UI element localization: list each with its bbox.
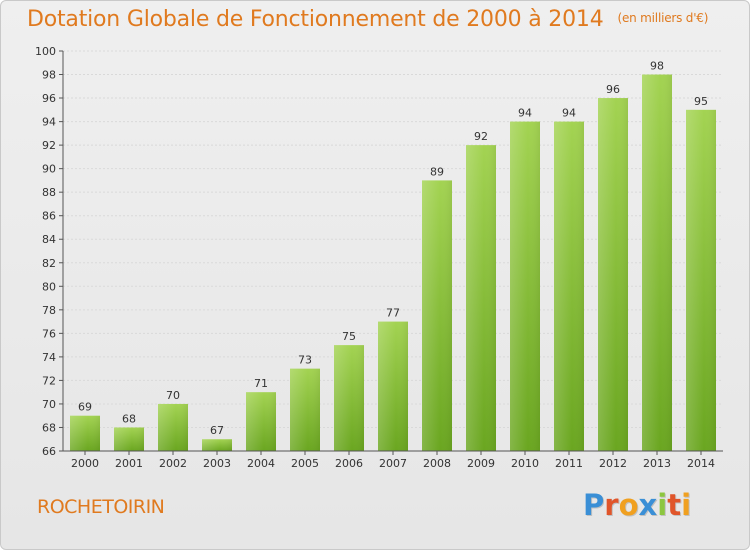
x-tick-label: 2014: [687, 457, 715, 470]
logo-letter: P: [583, 488, 605, 522]
bar-shade: [114, 427, 144, 451]
logo-letter: i: [657, 488, 668, 522]
data-label: 71: [254, 377, 268, 390]
x-tick-label: 2013: [643, 457, 671, 470]
data-label: 94: [562, 107, 576, 120]
x-tick-label: 2006: [335, 457, 363, 470]
y-tick-label: 92: [42, 139, 56, 152]
bar-shade: [334, 345, 364, 451]
data-label: 68: [122, 412, 136, 425]
data-label: 69: [78, 401, 92, 414]
data-label: 94: [518, 107, 532, 120]
logo-letter: i: [681, 488, 692, 522]
data-label: 95: [694, 95, 708, 108]
data-label: 67: [210, 424, 224, 437]
x-tick-label: 2010: [511, 457, 539, 470]
y-tick-label: 70: [42, 398, 56, 411]
x-tick-label: 2000: [71, 457, 99, 470]
bar-shade: [290, 368, 320, 451]
data-label: 73: [298, 354, 312, 367]
chart-title-text: Dotation Globale de Fonctionnement de 20…: [27, 7, 604, 32]
x-tick-label: 2008: [423, 457, 451, 470]
y-tick-label: 80: [42, 280, 56, 293]
data-label: 96: [606, 83, 620, 96]
logo-letter: t: [667, 488, 682, 522]
x-tick-label: 2003: [203, 457, 231, 470]
bar-shade: [686, 109, 716, 451]
data-label: 77: [386, 307, 400, 320]
bar-shade: [422, 180, 452, 452]
logo-letter: o: [618, 488, 639, 522]
x-tick-label: 2001: [115, 457, 143, 470]
bar-shade: [202, 439, 232, 451]
x-tick-label: 2012: [599, 457, 627, 470]
data-label: 98: [650, 60, 664, 73]
bar-shade: [378, 321, 408, 451]
y-tick-label: 94: [42, 116, 56, 129]
x-tick-label: 2004: [247, 457, 275, 470]
data-label: 75: [342, 330, 356, 343]
x-tick-label: 2005: [291, 457, 319, 470]
bar-shade: [70, 415, 100, 451]
y-tick-label: 96: [42, 92, 56, 105]
logo-letter: r: [604, 488, 619, 522]
y-tick-label: 66: [42, 445, 56, 458]
y-tick-label: 74: [42, 351, 56, 364]
bar-shade: [554, 121, 584, 452]
y-axis: 66 68 70 72 74 76 78 80 82 84 86 88 90 92 94 96 98 100: [35, 45, 64, 458]
y-tick-label: 88: [42, 186, 56, 199]
bars: 69 68 70 67 71 73 75 77 89 92 94 94 96 98 95: [70, 60, 716, 452]
bar-shade: [246, 392, 276, 451]
y-tick-label: 82: [42, 257, 56, 270]
chart-subtitle: (en milliers d'€): [617, 11, 709, 25]
x-tick-label: 2007: [379, 457, 407, 470]
y-tick-label: 78: [42, 304, 56, 317]
x-tick-label: 2011: [555, 457, 583, 470]
x-tick-label: 2002: [159, 457, 187, 470]
x-tick-label: 2009: [467, 457, 495, 470]
y-tick-label: 76: [42, 327, 56, 340]
x-axis: 2000 2001 2002 2003 2004 2005 2006 2007 2008 2009…: [63, 450, 723, 470]
data-label: 92: [474, 130, 488, 143]
y-tick-label: 68: [42, 421, 56, 434]
proxiti-logo: Proxiti: [583, 488, 691, 522]
bar-shade: [510, 121, 540, 452]
bar-shade: [642, 74, 672, 451]
bar-shade: [158, 403, 188, 451]
y-tick-label: 90: [42, 163, 56, 176]
bar-shade: [466, 145, 496, 451]
data-label: 89: [430, 165, 444, 178]
commune-name: ROCHETOIRIN: [37, 496, 165, 518]
y-tick-label: 86: [42, 210, 56, 223]
y-tick-label: 98: [42, 69, 56, 82]
logo-letter: x: [638, 488, 658, 522]
y-tick-label: 72: [42, 374, 56, 387]
data-label: 70: [166, 389, 180, 402]
y-tick-label: 84: [42, 233, 56, 246]
chart-title: Dotation Globale de Fonctionnement de 20…: [27, 7, 708, 32]
y-tick-label: 100: [35, 45, 56, 58]
bar-shade: [598, 98, 628, 451]
